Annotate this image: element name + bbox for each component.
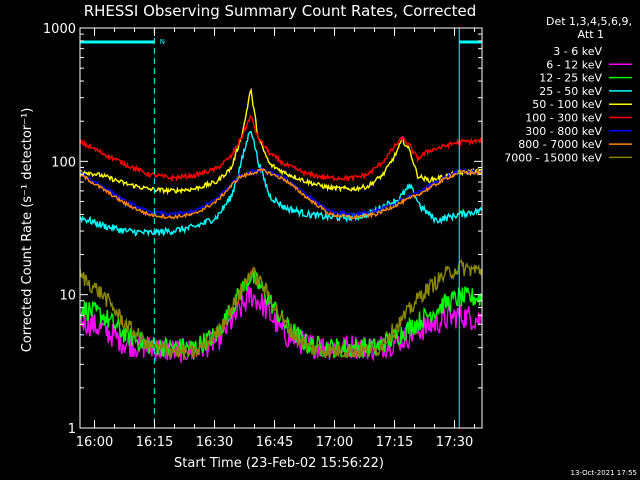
legend-label: 25 - 50 keV — [539, 85, 602, 98]
x-axis-label: Start Time (23-Feb-02 15:56:22) — [174, 456, 384, 471]
axes: 1 10 100 1000 16:00 16:15 16:30 16:45 17:00 17:15… — [43, 22, 483, 450]
orbit-markers: N — [79, 28, 483, 428]
plot-frame — [79, 27, 483, 429]
series-line — [79, 87, 482, 196]
x-tick-label: 17:30 — [436, 435, 473, 450]
x-tick-label: 16:30 — [196, 435, 233, 450]
y-tick-label: 100 — [51, 155, 76, 170]
legend-label: 12 - 25 keV — [539, 72, 602, 85]
y-axis-label: Corrected Count Rate (s⁻¹ detector⁻¹) — [20, 108, 35, 353]
x-tick-label: 16:15 — [136, 435, 173, 450]
legend-header: Det 1,3,4,5,6,9, Att 1 — [546, 15, 632, 41]
series-line — [79, 316, 483, 429]
legend-label: 7000 - 15000 keV — [504, 151, 602, 164]
series-line — [79, 167, 483, 220]
night-label: N — [160, 38, 165, 46]
x-tick-label: 17:15 — [376, 435, 413, 450]
series-line — [79, 258, 483, 360]
legend-label: 100 - 300 keV — [525, 112, 602, 125]
y-tick-label: 1 — [68, 422, 76, 437]
series-line — [79, 114, 483, 183]
x-tick-label: 16:00 — [76, 435, 113, 450]
legend-label: 50 - 100 keV — [532, 98, 602, 111]
date-stamp: 13-Oct-2021 17:55 — [571, 469, 637, 477]
legend-header-line-1: Det 1,3,4,5,6,9, — [546, 15, 632, 28]
legend-label: 3 - 6 keV — [553, 45, 602, 58]
x-tick-label: 17:00 — [316, 435, 353, 450]
legend-label: 300 - 800 keV — [525, 125, 602, 138]
series-line — [79, 131, 483, 238]
y-tick-label: 10 — [59, 289, 76, 304]
legend-label: 800 - 7000 keV — [518, 138, 602, 151]
y-tick-label: 1000 — [43, 22, 76, 37]
plot-area — [79, 87, 483, 429]
legend-label: 6 - 12 keV — [546, 58, 602, 71]
chart-title: RHESSI Observing Summary Count Rates, Co… — [84, 2, 477, 20]
legend-header-line-2: Att 1 — [578, 28, 604, 41]
x-tick-label: 16:45 — [256, 435, 293, 450]
